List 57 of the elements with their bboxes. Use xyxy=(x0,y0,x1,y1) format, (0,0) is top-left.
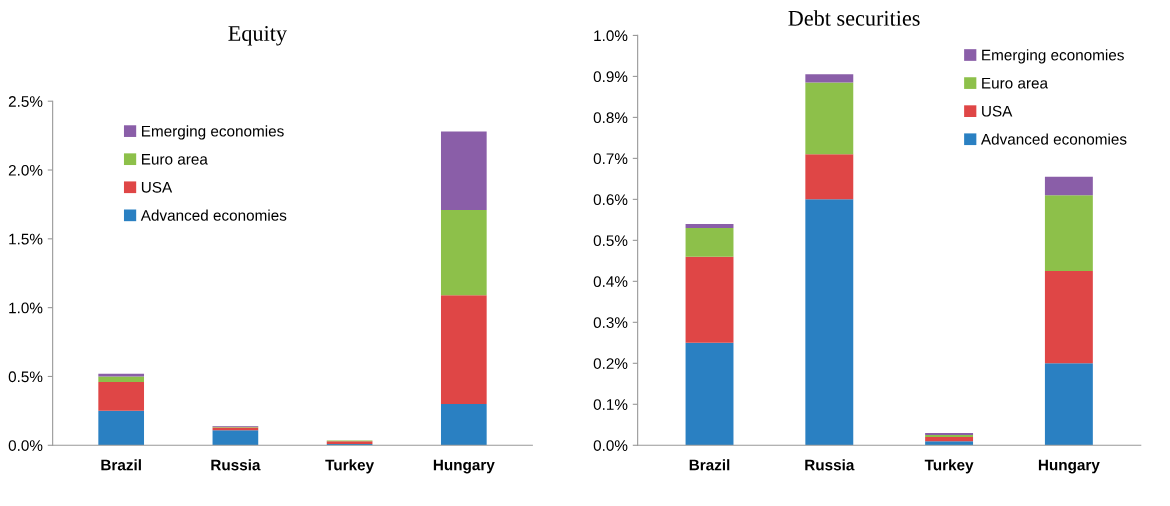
bar xyxy=(925,437,974,442)
x-tick-label: Turkey xyxy=(924,459,974,474)
bar xyxy=(440,295,487,404)
legend-label: USA xyxy=(982,105,1013,117)
y-tick-label: 1.0% xyxy=(594,30,628,42)
x-tick-label: Russia xyxy=(211,459,261,471)
y-tick-label: 0.0% xyxy=(593,440,628,451)
x-tick-label: Turkey xyxy=(325,459,375,474)
bar xyxy=(685,223,734,229)
legend-label: Advanced economies xyxy=(980,133,1127,145)
bar xyxy=(440,209,487,296)
x-tick-label: Hungary xyxy=(1038,459,1100,474)
x-tick-label: Russia xyxy=(805,459,855,471)
y-tick-label: 2.0% xyxy=(8,164,43,176)
y-tick-label: 0.3% xyxy=(593,317,628,329)
bar xyxy=(212,430,259,446)
bar xyxy=(805,199,854,446)
y-tick-label: 1.5% xyxy=(9,233,43,245)
bar xyxy=(685,342,734,446)
y-tick-label: 0.1% xyxy=(593,399,628,410)
legend-label: Euro area xyxy=(982,77,1049,89)
bar xyxy=(1044,195,1093,272)
y-tick-label: 0.0% xyxy=(8,440,43,451)
bar xyxy=(685,256,734,343)
bar xyxy=(440,403,487,446)
bar xyxy=(98,410,145,446)
y-tick-label: 1.0% xyxy=(9,302,43,314)
y-tick-label: 0.7% xyxy=(593,153,628,165)
bar xyxy=(805,74,854,83)
bar xyxy=(1044,363,1093,446)
y-tick-label: 2.5% xyxy=(8,96,43,107)
legend-label: Emerging economies xyxy=(142,125,284,140)
bar xyxy=(1044,271,1093,364)
bar xyxy=(440,131,487,210)
bar xyxy=(805,154,854,200)
y-tick-label: 0.2% xyxy=(593,358,628,369)
chart-title: Debt securities xyxy=(788,10,920,26)
bar xyxy=(685,228,734,257)
bar xyxy=(98,376,145,382)
y-tick-label: 0.9% xyxy=(593,71,628,83)
bar xyxy=(1044,176,1093,196)
legend-label: USA xyxy=(141,181,173,193)
bar xyxy=(925,441,974,446)
y-tick-label: 0.6% xyxy=(593,194,628,206)
x-tick-label: Brazil xyxy=(689,459,730,471)
legend-label: Advanced economies xyxy=(140,209,287,221)
x-tick-label: Hungary xyxy=(433,459,495,474)
bar xyxy=(805,82,854,155)
y-tick-label: 0.8% xyxy=(593,112,628,124)
x-tick-label: Brazil xyxy=(101,459,141,471)
y-tick-label: 0.5% xyxy=(8,371,43,383)
legend-label: Euro area xyxy=(142,153,208,165)
y-tick-label: 0.5% xyxy=(593,235,628,247)
chart-title: Equity xyxy=(228,25,287,46)
legend-label: Emerging economies xyxy=(982,49,1124,64)
y-tick-label: 0.4% xyxy=(593,276,628,288)
bar xyxy=(98,381,145,411)
